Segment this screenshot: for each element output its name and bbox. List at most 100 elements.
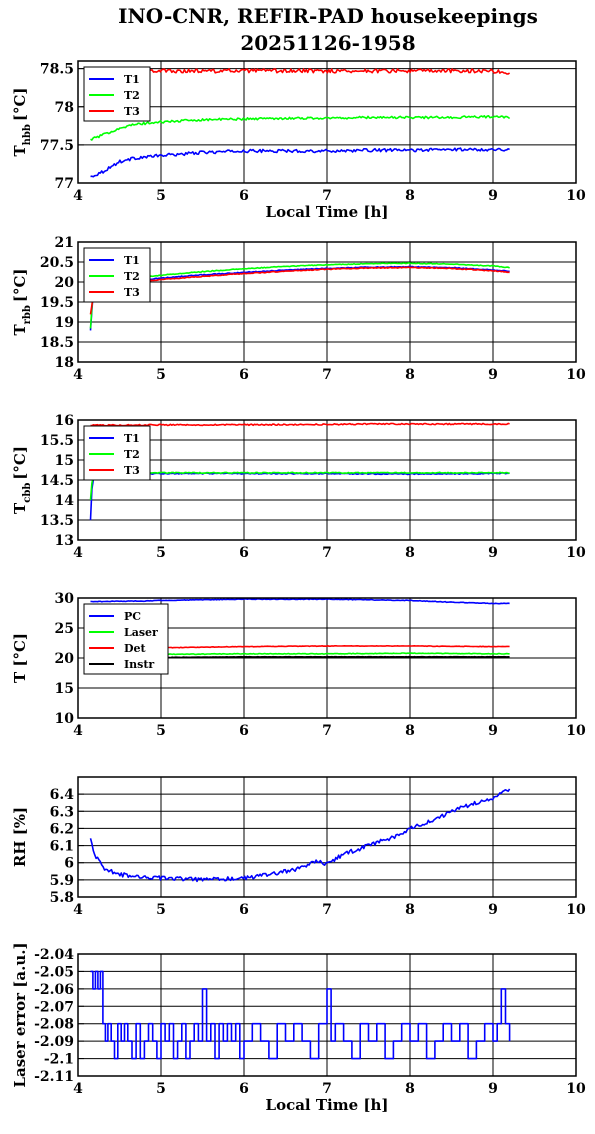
y-tick-label: 5.8 bbox=[50, 890, 74, 906]
y-tick-label: -2.11 bbox=[34, 1069, 74, 1085]
x-tick-label: 7 bbox=[322, 545, 332, 561]
x-tick-label: 9 bbox=[488, 723, 498, 739]
x-tick-label: 6 bbox=[239, 367, 249, 383]
y-tick-label: 13.5 bbox=[40, 513, 74, 529]
y-tick-label: -2.09 bbox=[34, 1034, 74, 1050]
legend: PC Laser Det Instr bbox=[83, 603, 169, 675]
y-tick-label: -2.08 bbox=[34, 1017, 74, 1033]
y-tick-label: 19 bbox=[55, 315, 74, 331]
legend-entry: T1 bbox=[124, 254, 140, 267]
y-tick-label: 78 bbox=[55, 100, 74, 116]
legend-entry: T3 bbox=[124, 464, 140, 477]
legend-entry: T3 bbox=[124, 105, 140, 118]
legend-entry: Instr bbox=[124, 658, 154, 671]
y-tick-label: 77 bbox=[55, 176, 74, 192]
x-tick-label: 6 bbox=[239, 1081, 249, 1097]
x-tick-label: 6 bbox=[239, 902, 249, 918]
x-tick-label: 9 bbox=[488, 545, 498, 561]
series-line-t3 bbox=[89, 266, 510, 315]
series-line bbox=[90, 970, 511, 1060]
x-tick-label: 6 bbox=[239, 188, 249, 204]
y-tick-label: 78.5 bbox=[40, 62, 74, 78]
x-tick-label: 7 bbox=[322, 723, 332, 739]
legend-entry: T2 bbox=[124, 448, 140, 461]
chart-panel-6: 4 5 6 7 8 9 10 -2.11-2.1 -2.09-2.08 -2.07-2.06 -2.… bbox=[11, 942, 586, 1114]
y-tick-label: 21 bbox=[55, 235, 74, 251]
chart-panel-5: 4 5 6 7 8 9 105.85.966.16.26.36.4RH [%] bbox=[11, 776, 586, 918]
y-tick-label: 18.5 bbox=[40, 335, 74, 351]
legend-entry: Det bbox=[124, 642, 147, 655]
y-tick-label: 20 bbox=[55, 275, 75, 291]
figure-title-line2: 20251126-1958 bbox=[240, 31, 415, 55]
y-tick-label: 6.4 bbox=[50, 787, 75, 803]
y-tick-label: 14.5 bbox=[40, 473, 74, 489]
x-axis-label: Local Time [h] bbox=[266, 203, 389, 221]
x-axis-label: Local Time [h] bbox=[266, 1096, 389, 1114]
y-axis-label: Tcbb [°C] bbox=[11, 446, 33, 514]
y-tick-label: 13 bbox=[55, 533, 74, 549]
y-tick-label: 6.1 bbox=[50, 839, 74, 855]
y-tick-label: 15 bbox=[55, 681, 74, 697]
x-tick-label: 10 bbox=[566, 723, 586, 739]
x-tick-label: 7 bbox=[322, 367, 332, 383]
x-tick-label: 7 bbox=[322, 1081, 332, 1097]
legend-entry: T1 bbox=[124, 73, 140, 86]
y-tick-label: 30 bbox=[55, 591, 75, 607]
y-tick-label: 20 bbox=[55, 651, 75, 667]
y-tick-label: -2.1 bbox=[44, 1052, 74, 1068]
x-tick-label: 5 bbox=[156, 367, 166, 383]
series-line-det bbox=[144, 644, 510, 650]
y-tick-label: 6 bbox=[64, 856, 74, 872]
y-tick-label: 14 bbox=[55, 493, 75, 509]
y-tick-label: -2.04 bbox=[34, 947, 74, 963]
y-tick-label: 20.5 bbox=[40, 255, 74, 271]
legend: T1 T2 T3 bbox=[83, 247, 151, 303]
x-tick-label: 8 bbox=[405, 902, 415, 918]
y-tick-label: 15.5 bbox=[40, 433, 74, 449]
x-tick-label: 5 bbox=[156, 545, 166, 561]
y-axis-label: Trbb [°C] bbox=[11, 268, 33, 335]
series-line-t2 bbox=[89, 471, 510, 501]
series-line-t3 bbox=[90, 422, 510, 427]
y-tick-label: 16 bbox=[55, 413, 74, 429]
legend-entry: T2 bbox=[124, 89, 140, 102]
legend-entry: T1 bbox=[124, 432, 140, 445]
x-tick-label: 9 bbox=[488, 902, 498, 918]
x-tick-label: 5 bbox=[156, 902, 166, 918]
legend: T1 T2 T3 bbox=[83, 66, 151, 122]
y-tick-label: 6.3 bbox=[50, 804, 74, 820]
y-tick-label: 15 bbox=[55, 453, 74, 469]
x-tick-label: 5 bbox=[156, 723, 166, 739]
x-tick-label: 10 bbox=[566, 367, 586, 383]
x-tick-label: 8 bbox=[405, 1081, 415, 1097]
x-tick-label: 5 bbox=[156, 188, 166, 204]
x-tick-label: 7 bbox=[322, 188, 332, 204]
y-tick-label: 10 bbox=[55, 711, 75, 727]
y-tick-label: -2.05 bbox=[34, 964, 74, 980]
x-tick-label: 4 bbox=[73, 367, 83, 383]
series-line-t2 bbox=[89, 262, 510, 329]
series-line bbox=[89, 788, 511, 883]
y-axis-label: T [°C] bbox=[11, 633, 29, 683]
x-tick-label: 9 bbox=[488, 188, 498, 204]
y-tick-label: 77.5 bbox=[40, 138, 74, 154]
y-axis-label: RH [%] bbox=[11, 807, 29, 867]
series-line-t3 bbox=[90, 68, 511, 75]
legend: T1 T2 T3 bbox=[83, 425, 151, 481]
legend-entry: T3 bbox=[124, 286, 140, 299]
x-tick-label: 9 bbox=[488, 1081, 498, 1097]
figure-title-line1: INO-CNR, REFIR-PAD housekeepings bbox=[118, 4, 538, 28]
y-tick-label: 5.9 bbox=[50, 873, 74, 889]
x-tick-label: 4 bbox=[73, 1081, 83, 1097]
x-tick-label: 8 bbox=[405, 188, 415, 204]
x-tick-label: 5 bbox=[156, 1081, 166, 1097]
x-tick-label: 10 bbox=[566, 1081, 586, 1097]
legend-entry: PC bbox=[124, 610, 141, 623]
y-tick-label: 19.5 bbox=[40, 295, 74, 311]
x-tick-label: 8 bbox=[405, 723, 415, 739]
y-tick-label: -2.07 bbox=[34, 999, 74, 1015]
